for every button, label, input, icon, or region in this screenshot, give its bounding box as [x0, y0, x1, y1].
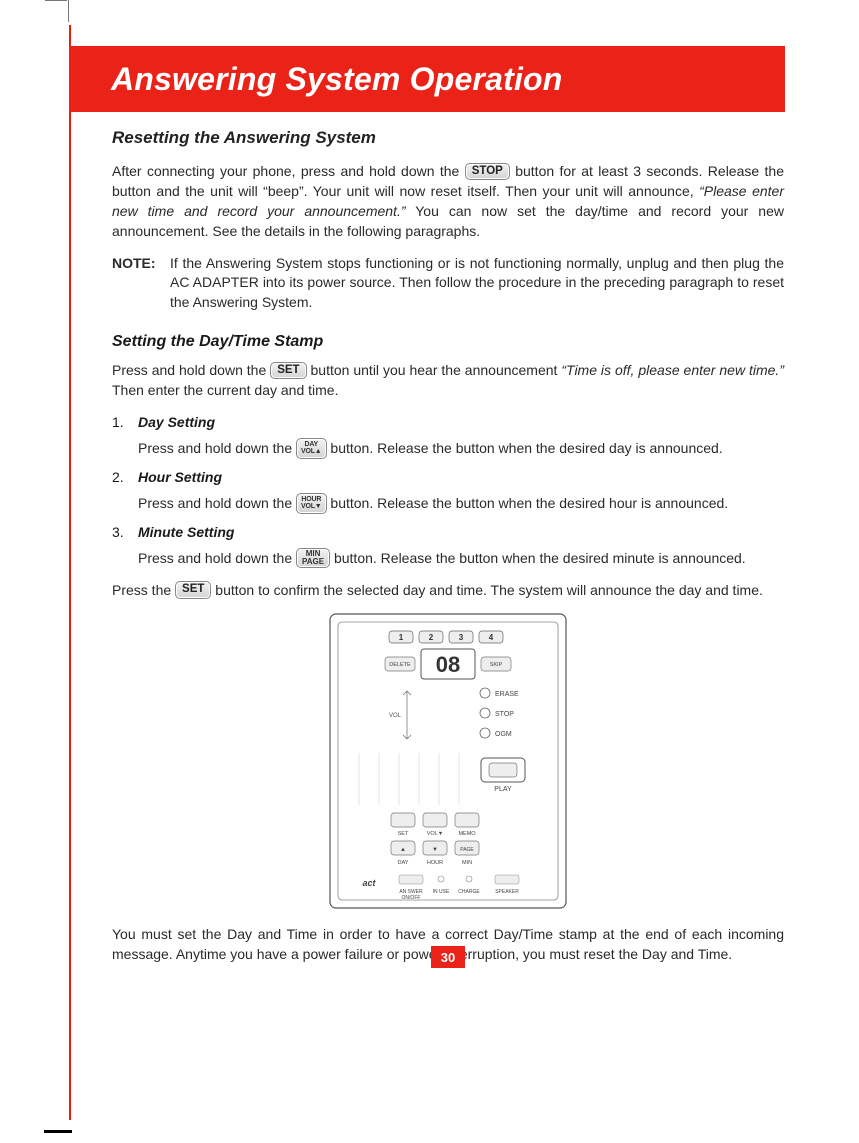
mem-4: 4 — [489, 633, 494, 642]
page-header: Answering System Operation — [69, 46, 785, 112]
delete-label: DELETE — [389, 662, 411, 668]
svg-text:ON/OFF: ON/OFF — [402, 895, 421, 901]
brand-label: act — [362, 878, 376, 888]
text: Press and hold down the — [112, 362, 270, 378]
confirm-paragraph: Press the SET button to confirm the sele… — [112, 581, 784, 601]
btn-line2: PAGE — [302, 558, 324, 566]
item-number: 3. — [112, 523, 138, 569]
min-page-button: MIN PAGE — [296, 548, 330, 568]
list-item-1: 1. Day Setting Press and hold down the D… — [112, 413, 784, 460]
text: button. Release the button when the desi… — [330, 495, 728, 511]
set-button: SET — [175, 581, 211, 599]
btn-line2: VOL▲ — [301, 448, 322, 455]
device-diagram: 1 2 3 4 08 DELETE SKIP ERASE STOP OGM — [329, 613, 567, 909]
text: Press and hold down the — [138, 495, 296, 511]
tri-down: ▼ — [432, 847, 438, 853]
page-content: Resetting the Answering System After con… — [112, 128, 784, 976]
btn-line1: DAY — [304, 441, 318, 448]
list-item-2: 2. Hour Setting Press and hold down the … — [112, 468, 784, 515]
text: Then enter the current day and time. — [112, 382, 338, 398]
stop-label: STOP — [495, 711, 514, 718]
page-title: Answering System Operation — [111, 61, 563, 98]
mem-3: 3 — [459, 633, 464, 642]
text: Press and hold down the — [138, 550, 296, 566]
play-label: PLAY — [494, 786, 512, 793]
skip-label: SKIP — [490, 662, 503, 668]
tri-up: ▲ — [400, 847, 406, 853]
text: button. Release the button when the desi… — [334, 550, 746, 566]
ogm-label: OGM — [495, 731, 512, 738]
sub-min: MIN — [462, 860, 472, 866]
text: Press the — [112, 582, 175, 598]
btn-line2: VOL▼ — [301, 503, 322, 510]
set-button: SET — [270, 362, 306, 380]
btn-line1: HOUR — [301, 496, 321, 503]
text: button. Release the button when the desi… — [330, 440, 722, 456]
vol-small: VOL▼ — [427, 831, 443, 837]
note-body: If the Answering System stops functionin… — [170, 254, 784, 314]
text: button to confirm the selected day and t… — [215, 582, 763, 598]
inuse-label: IN USE — [433, 889, 450, 895]
text: Press and hold down the — [138, 440, 296, 456]
item-body: Press and hold down the MIN PAGE button.… — [138, 549, 784, 569]
sub-hour: HOUR — [427, 860, 443, 866]
stop-button: STOP — [465, 163, 510, 181]
speaker-label: SPEAKER — [495, 889, 519, 895]
sub-day: DAY — [398, 860, 409, 866]
note-label: NOTE: — [112, 254, 170, 314]
bottom-crop-mark — [44, 1130, 72, 1133]
item-title: Minute Setting — [138, 523, 784, 543]
hour-vol-down-button: HOUR VOL▼ — [296, 493, 327, 514]
tri-page: PAGE — [460, 847, 474, 853]
quoted-announcement: “Time is off, please enter new time.” — [561, 362, 784, 378]
item-title: Hour Setting — [138, 468, 784, 488]
svg-text:VOL: VOL — [389, 713, 402, 719]
text: button until you hear the announcement — [311, 362, 562, 378]
page-number: 30 — [431, 946, 465, 968]
charge-label: CHARGE — [458, 889, 480, 895]
section-daytime-title: Setting the Day/Time Stamp — [112, 333, 784, 351]
erase-label: ERASE — [495, 691, 519, 698]
note-block: NOTE: If the Answering System stops func… — [112, 254, 784, 314]
display-value: 08 — [436, 652, 460, 677]
section-reset-title: Resetting the Answering System — [112, 128, 784, 148]
list-item-3: 3. Minute Setting Press and hold down th… — [112, 523, 784, 569]
day-vol-up-button: DAY VOL▲ — [296, 438, 327, 459]
left-red-bar — [69, 25, 71, 1120]
item-body: Press and hold down the DAY VOL▲ button.… — [138, 439, 784, 460]
item-number: 1. — [112, 413, 138, 460]
text: After connecting your phone, press and h… — [112, 163, 465, 179]
mem-2: 2 — [429, 633, 434, 642]
daytime-intro: Press and hold down the SET button until… — [112, 361, 784, 401]
memo-small: MEMO — [458, 831, 476, 837]
item-number: 2. — [112, 468, 138, 515]
item-title: Day Setting — [138, 413, 784, 433]
set-small: SET — [398, 831, 409, 837]
reset-paragraph: After connecting your phone, press and h… — [112, 162, 784, 242]
mem-1: 1 — [399, 633, 404, 642]
item-body: Press and hold down the HOUR VOL▼ button… — [138, 494, 784, 515]
numbered-list: 1. Day Setting Press and hold down the D… — [112, 413, 784, 569]
